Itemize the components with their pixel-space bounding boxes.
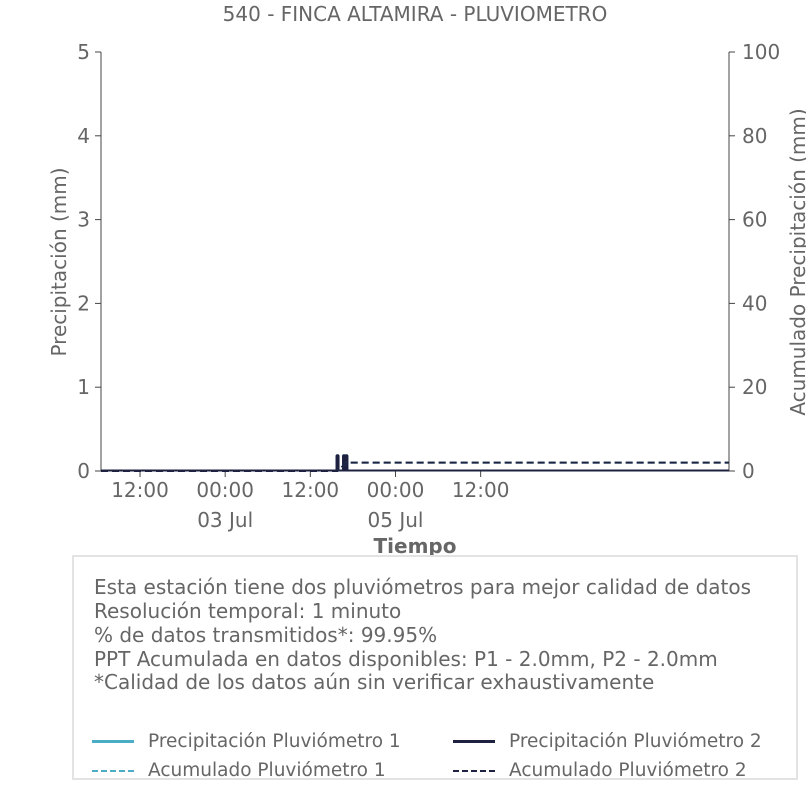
x-tick-label: 12:00: [111, 478, 169, 502]
x-axis-label: Tiempo: [374, 534, 457, 558]
x-tick-label: 00:00: [367, 478, 425, 502]
x-tick-label: 00:00: [196, 478, 254, 502]
info-line: Esta estación tiene dos pluviómetros par…: [94, 575, 752, 599]
legend-swatch: [92, 740, 134, 743]
precip-bar-p2: [335, 454, 340, 471]
info-line: % de datos transmitidos*: 99.95%: [94, 623, 438, 647]
y-tick-label-right: 0: [742, 459, 755, 483]
chart: 540 - FINCA ALTAMIRA - PLUVIOMETRO Preci…: [47, 2, 806, 558]
info-box: Esta estación tiene dos pluviómetros par…: [72, 555, 798, 781]
y-tick-label-right: 100: [742, 40, 780, 64]
y-tick-label-left: 3: [77, 208, 90, 232]
legend-label: Acumulado Pluviómetro 2: [509, 760, 747, 781]
x-tick-sublabel: 05 Jul: [368, 508, 424, 532]
y-tick-label-right: 40: [742, 291, 767, 315]
legend-label: Precipitación Pluviómetro 1: [148, 731, 401, 752]
legend-item-precip-p2[interactable]: Precipitación Pluviómetro 2: [453, 731, 762, 752]
legend-item-acum-p2[interactable]: Acumulado Pluviómetro 2: [453, 760, 747, 781]
legend-swatch: [92, 769, 134, 772]
x-tick-label: 12:00: [282, 478, 340, 502]
y-axis-right-label: Acumulado Precipitación (mm): [786, 108, 806, 415]
info-line: *Calidad de los datos aún sin verificar …: [94, 670, 655, 694]
legend-label: Precipitación Pluviómetro 2: [509, 731, 762, 752]
y-tick-label-left: 4: [77, 124, 90, 148]
y-axis-label: Precipitación (mm): [47, 167, 71, 356]
legend-label: Acumulado Pluviómetro 1: [148, 760, 386, 781]
x-tick-sublabel: 03 Jul: [197, 508, 253, 532]
chart-title: 540 - FINCA ALTAMIRA - PLUVIOMETRO: [223, 2, 608, 26]
legend-item-precip-p1[interactable]: Precipitación Pluviómetro 1: [92, 731, 401, 752]
y-tick-label-right: 80: [742, 124, 767, 148]
y-tick-label-left: 2: [77, 291, 90, 315]
legend-swatch: [453, 740, 495, 743]
y-tick-label-left: 0: [77, 459, 90, 483]
cumulative-line-p2: [101, 461, 729, 472]
y-tick-label-right: 60: [742, 208, 767, 232]
y-tick-label-left: 5: [77, 40, 90, 64]
y-tick-label-left: 1: [77, 375, 90, 399]
info-line: PPT Acumulada en datos disponibles: P1 -…: [94, 647, 718, 671]
x-tick-label: 12:00: [452, 478, 510, 502]
legend-swatch: [453, 769, 495, 772]
plot-area: 0 1 2 3 4 5 0 20 40 60 80 100 12:00 00:00 03 Jul 12:00 0…: [77, 40, 780, 532]
legend-item-acum-p1[interactable]: Acumulado Pluviómetro 1: [92, 760, 386, 781]
info-line: Resolución temporal: 1 minuto: [94, 599, 402, 623]
y-tick-label-right: 20: [742, 375, 767, 399]
